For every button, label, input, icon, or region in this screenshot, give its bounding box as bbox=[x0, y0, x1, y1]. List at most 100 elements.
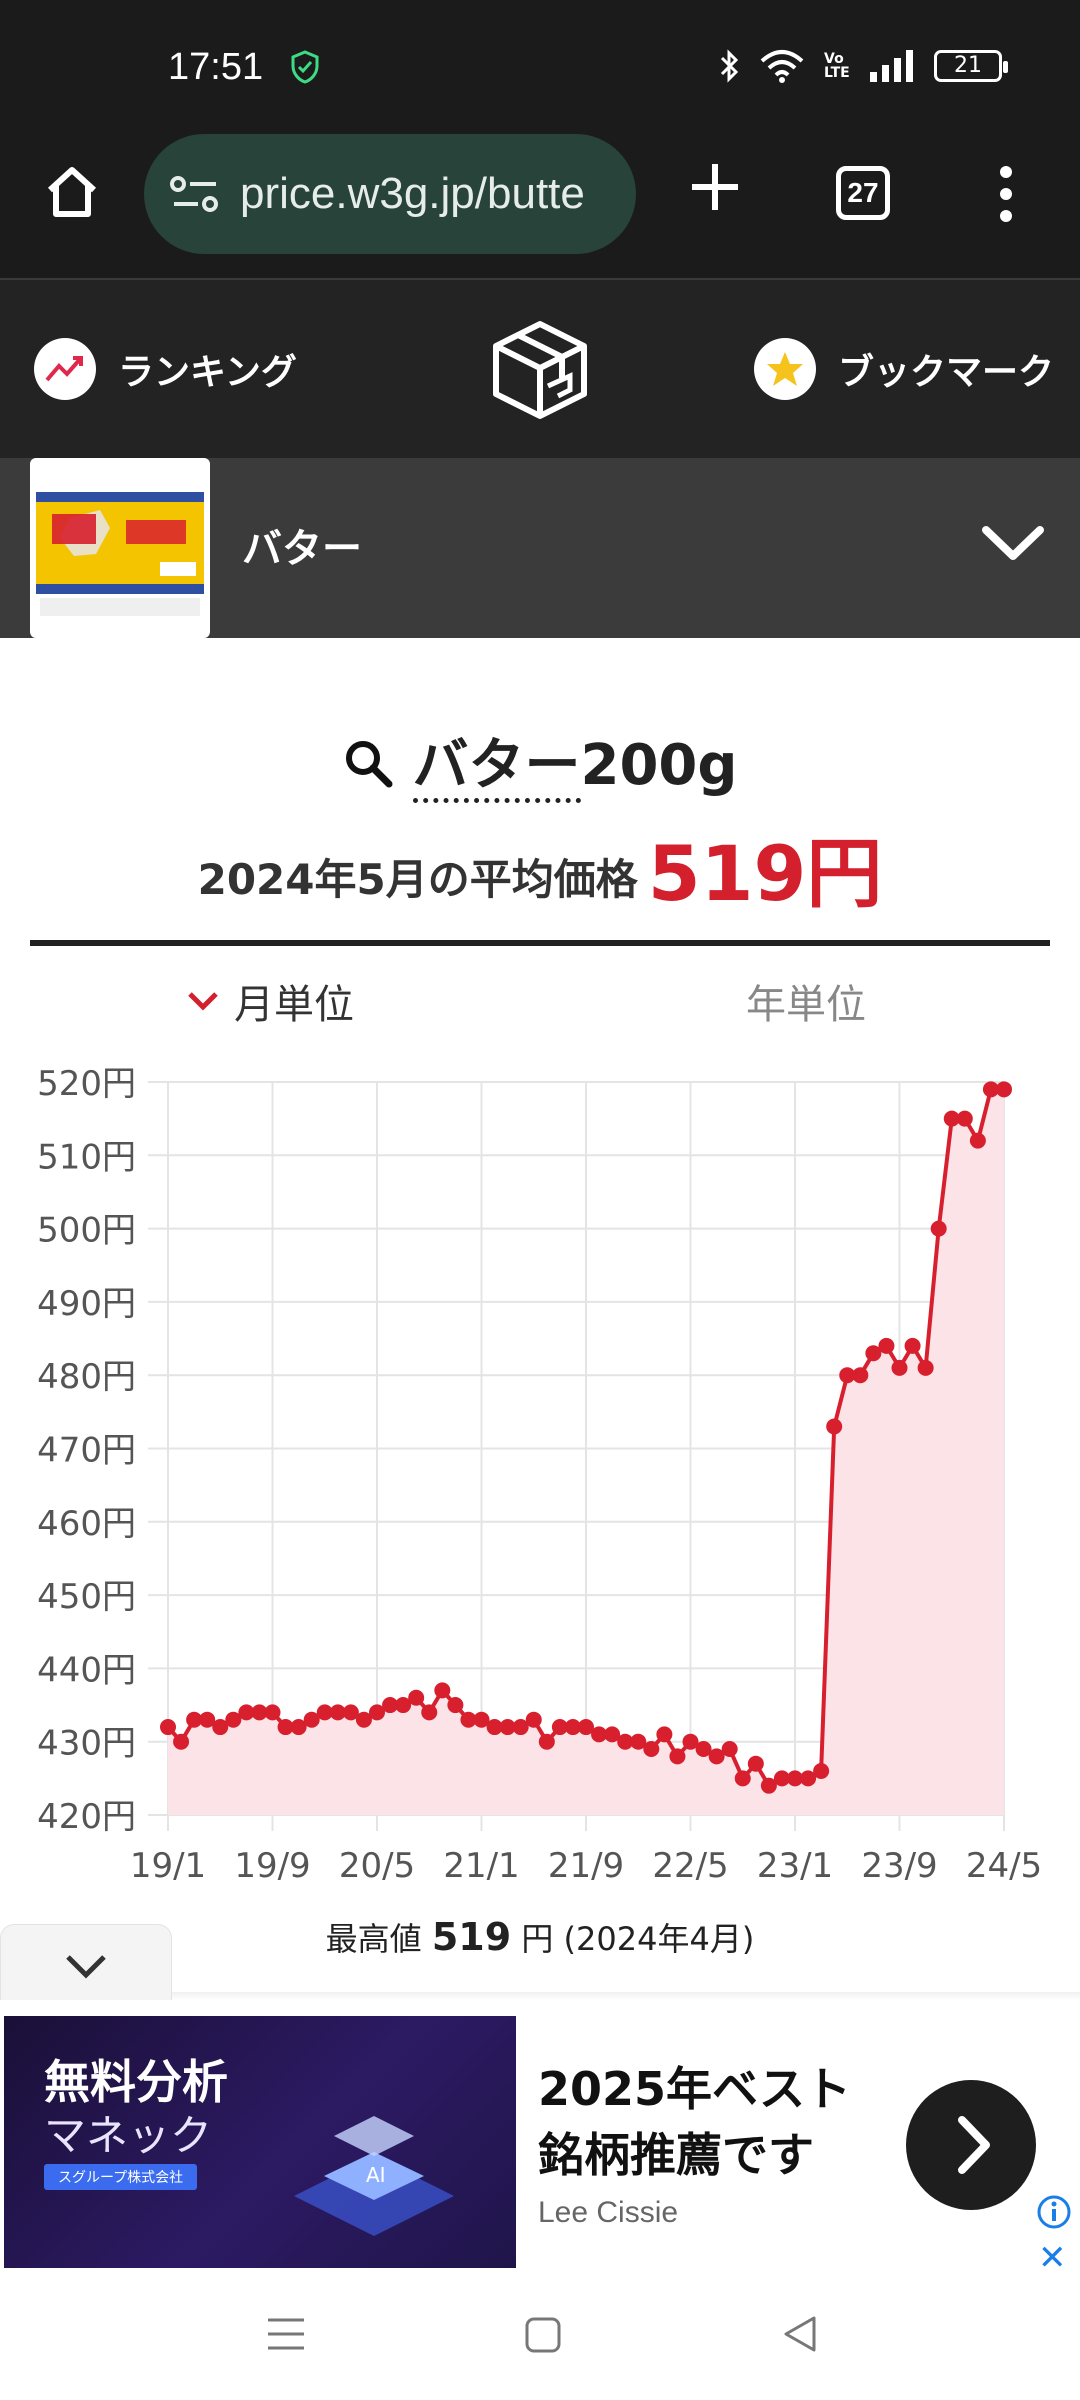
x-tick-label: 23/1 bbox=[757, 1846, 833, 1886]
data-point bbox=[682, 1733, 699, 1750]
x-tick-label: 24/5 bbox=[966, 1846, 1042, 1886]
data-point bbox=[760, 1777, 777, 1794]
ad-open-button[interactable] bbox=[906, 2080, 1036, 2210]
data-point bbox=[917, 1359, 934, 1376]
data-point bbox=[982, 1081, 999, 1098]
volte-label: Vo LTE bbox=[824, 51, 850, 81]
chevron-down-icon bbox=[188, 992, 218, 1011]
data-point bbox=[447, 1697, 464, 1714]
ranking-button[interactable]: ランキング bbox=[34, 336, 297, 402]
product-thumbnail bbox=[30, 458, 210, 638]
data-point bbox=[342, 1704, 359, 1721]
data-point bbox=[969, 1132, 986, 1149]
data-point bbox=[669, 1748, 686, 1765]
home-icon[interactable] bbox=[44, 164, 100, 220]
status-time: 17:51 bbox=[168, 46, 264, 88]
collapse-tab[interactable] bbox=[0, 1924, 172, 2000]
data-point bbox=[251, 1704, 268, 1721]
status-icons: Vo LTE 21 bbox=[718, 48, 1008, 84]
back-triangle-icon[interactable] bbox=[780, 2314, 820, 2354]
data-point bbox=[212, 1719, 229, 1736]
data-point bbox=[303, 1711, 320, 1728]
data-point bbox=[329, 1704, 346, 1721]
data-point bbox=[878, 1337, 895, 1354]
ad-headline-line2: 銘柄推薦です bbox=[538, 2128, 814, 2182]
data-point bbox=[290, 1719, 307, 1736]
site-settings-icon[interactable] bbox=[170, 174, 220, 214]
wifi-icon bbox=[760, 50, 804, 83]
data-point bbox=[617, 1733, 634, 1750]
site-logo[interactable] bbox=[486, 316, 594, 424]
search-icon[interactable] bbox=[343, 738, 393, 788]
data-point bbox=[512, 1719, 529, 1736]
max-value: 519 bbox=[431, 1915, 512, 1959]
bookmark-button[interactable]: ブックマーク bbox=[754, 336, 1054, 402]
data-point bbox=[551, 1719, 568, 1736]
y-tick-label: 520円 bbox=[37, 1064, 136, 1104]
signal-icon bbox=[870, 50, 913, 82]
address-bar[interactable]: price.w3g.jp/butte bbox=[144, 134, 636, 254]
svg-text:AI: AI bbox=[366, 2163, 386, 2187]
data-point bbox=[787, 1770, 803, 1787]
tab-switcher-button[interactable]: 27 bbox=[836, 166, 890, 220]
home-square-icon[interactable] bbox=[524, 2316, 562, 2354]
y-tick-label: 440円 bbox=[37, 1650, 136, 1690]
data-point bbox=[225, 1711, 242, 1728]
y-tick-label: 480円 bbox=[37, 1357, 136, 1397]
max-unit: 円 bbox=[521, 1920, 554, 1958]
y-tick-label: 490円 bbox=[37, 1284, 136, 1324]
recent-apps-icon[interactable] bbox=[266, 2316, 306, 2352]
ad-info-icon[interactable] bbox=[1036, 2194, 1072, 2230]
chart-area-fill bbox=[168, 1089, 1004, 1815]
page-title: バター200g bbox=[0, 720, 1080, 803]
ad-advertiser: Lee Cissie bbox=[538, 2196, 679, 2229]
new-tab-icon[interactable] bbox=[688, 160, 742, 214]
ad-image-badge: スグループ株式会社 bbox=[44, 2164, 198, 2190]
search-term-suffix: 200g bbox=[580, 733, 738, 798]
status-bar: 17:51 Vo LTE 21 bbox=[0, 0, 1080, 120]
average-value: 519円 bbox=[647, 829, 883, 918]
x-tick-label: 19/1 bbox=[130, 1846, 206, 1886]
data-point bbox=[316, 1704, 333, 1721]
average-label: 2024年5月の平均価格 bbox=[197, 855, 638, 904]
data-point bbox=[408, 1689, 425, 1706]
data-point bbox=[525, 1711, 542, 1728]
data-point bbox=[421, 1704, 438, 1721]
more-menu-icon[interactable] bbox=[996, 164, 1016, 224]
ad-image[interactable]: 無料分析 マネック スグループ株式会社 AI bbox=[4, 2016, 516, 2268]
product-selector[interactable]: バター bbox=[0, 458, 1080, 638]
data-point bbox=[695, 1741, 712, 1758]
x-tick-label: 21/1 bbox=[443, 1846, 519, 1886]
ad-headline-line1: 2025年ベスト bbox=[538, 2062, 851, 2116]
data-point bbox=[591, 1726, 608, 1743]
battery-icon: 21 bbox=[934, 50, 1008, 82]
data-point bbox=[395, 1697, 412, 1714]
url-text: price.w3g.jp/butte bbox=[240, 169, 585, 218]
tab-monthly[interactable]: 月単位 bbox=[186, 972, 354, 1030]
data-point bbox=[721, 1741, 738, 1758]
data-point bbox=[160, 1719, 176, 1736]
price-chart: 420円 430円 440円 450円 460円 470円 480円 490円 500円 510円… bbox=[37, 1064, 1042, 1886]
data-point bbox=[186, 1711, 203, 1728]
data-point bbox=[460, 1711, 477, 1728]
data-point bbox=[355, 1711, 372, 1728]
chevron-down-icon[interactable] bbox=[980, 522, 1046, 566]
data-point bbox=[604, 1726, 621, 1743]
data-point bbox=[486, 1719, 503, 1736]
data-point bbox=[382, 1697, 399, 1714]
section-divider bbox=[30, 940, 1050, 946]
product-name: バター bbox=[242, 526, 362, 572]
data-point bbox=[199, 1711, 216, 1728]
ai-chip-graphic: AI bbox=[294, 2116, 454, 2236]
data-point bbox=[956, 1110, 973, 1127]
search-term-link[interactable]: バター bbox=[412, 733, 581, 803]
toolbar-divider bbox=[0, 278, 1080, 280]
y-tick-label: 510円 bbox=[37, 1137, 136, 1177]
advertisement[interactable]: 無料分析 マネック スグループ株式会社 AI 2025年ベスト 銘柄推薦です L… bbox=[0, 2016, 1080, 2278]
max-price-line: 最高値 519 円 (2024年4月) bbox=[0, 1914, 1080, 1960]
y-tick-label: 450円 bbox=[37, 1577, 136, 1617]
chevron-down-icon bbox=[66, 1955, 106, 1979]
y-tick-label: 500円 bbox=[37, 1211, 136, 1251]
data-point bbox=[826, 1418, 843, 1435]
tab-yearly[interactable]: 年単位 bbox=[746, 982, 866, 1028]
